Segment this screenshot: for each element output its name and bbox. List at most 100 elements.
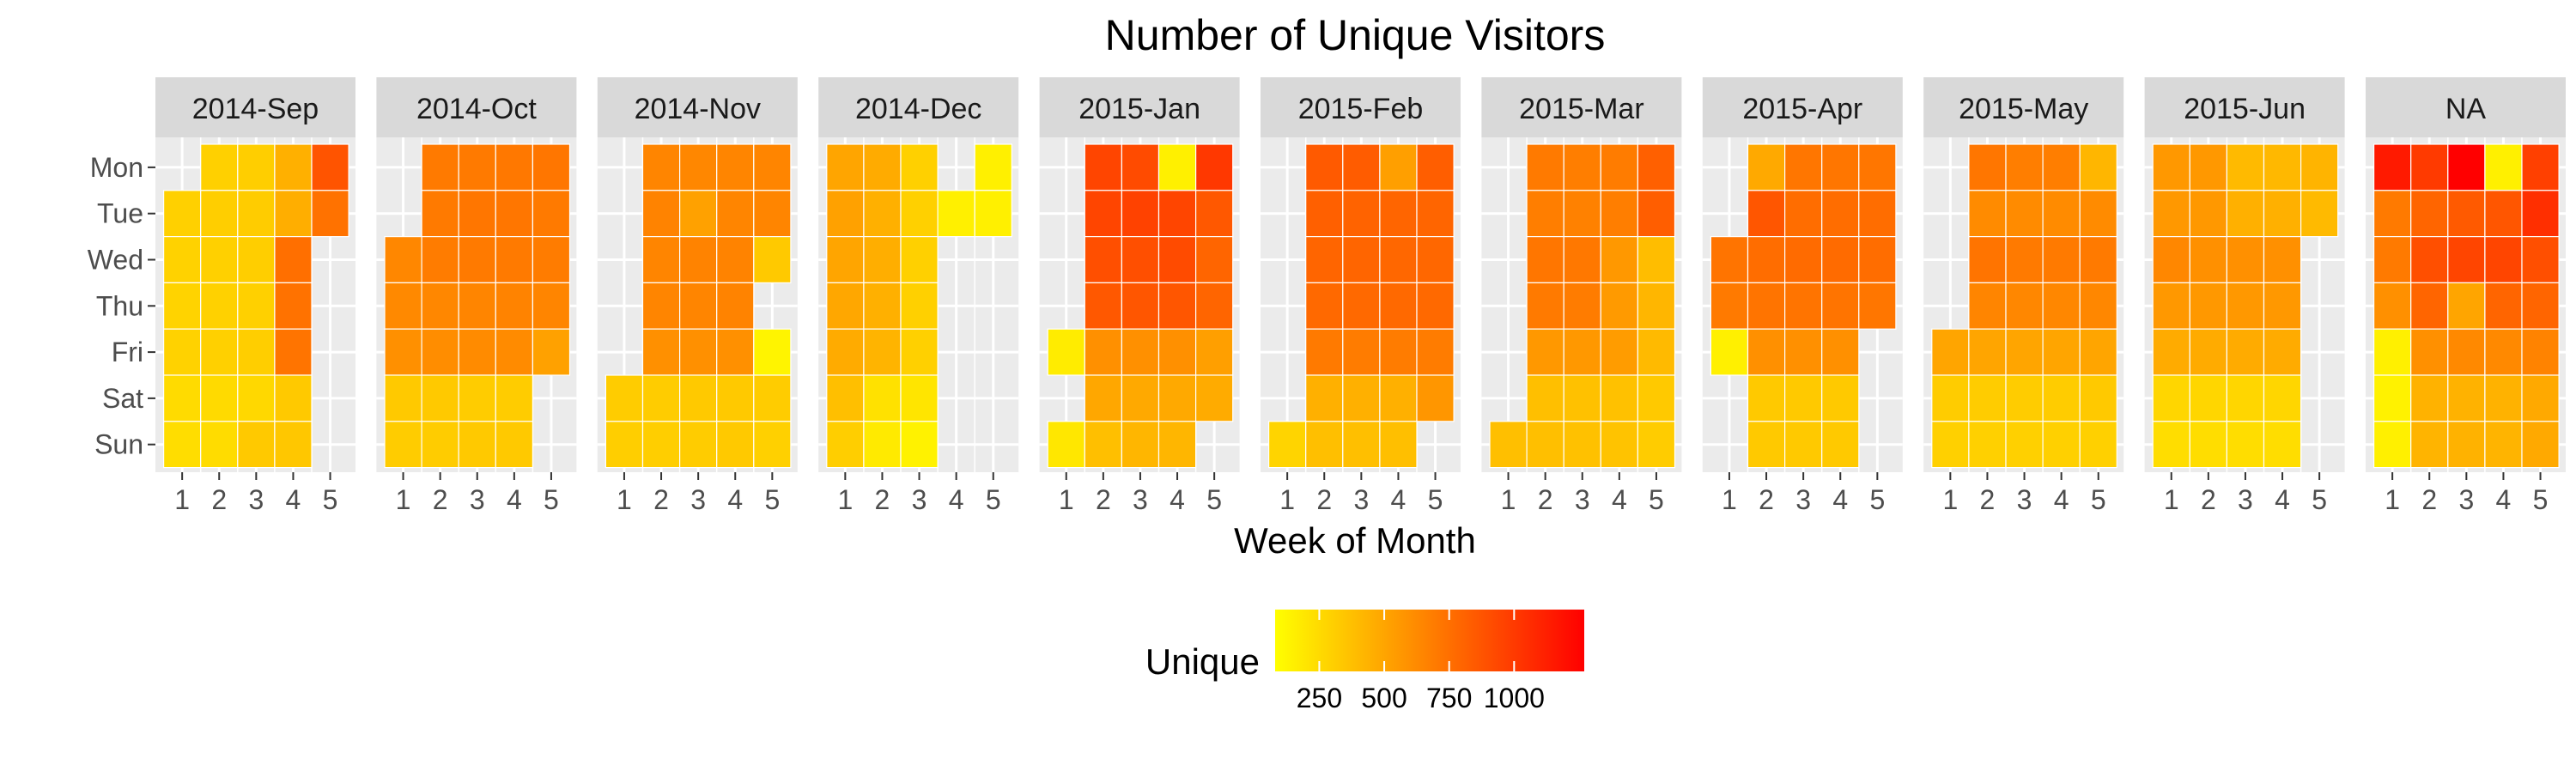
heatmap-cell [2189,374,2228,422]
x-tick-label: 3 [2017,484,2032,515]
heatmap-cell [1342,282,1381,330]
heatmap-cell [2447,374,2486,422]
x-tick-label: 3 [1795,484,1811,515]
facet-strip [1481,77,1682,137]
x-tick-label: 5 [1206,484,1222,515]
heatmap-cell [1600,328,1639,376]
x-tick-label: 5 [2312,484,2327,515]
heatmap-cell [1968,421,2007,469]
heatmap-cell [1821,374,1860,422]
y-tick-label: Wed [88,245,143,276]
heatmap-cell [678,236,718,284]
x-tick-label: 1 [2164,484,2179,515]
heatmap-cell [1784,143,1823,191]
heatmap-cell [237,143,276,191]
heatmap-cell [641,282,681,330]
x-tick-label: 4 [2496,484,2512,515]
heatmap-cell [826,236,865,284]
x-tick-label: 4 [1832,484,1848,515]
facet-label: 2014-Sep [192,93,319,125]
heatmap-cell [163,236,202,284]
heatmap-cell [1416,328,1455,376]
heatmap-cell [2410,328,2449,376]
heatmap-cell [274,374,313,422]
heatmap-cell [2484,374,2523,422]
x-tick-label: 2 [653,484,669,515]
x-tick-label: 5 [2091,484,2106,515]
heatmap-cell [1526,190,1564,238]
heatmap-cell [2263,328,2302,376]
heatmap-cell [2484,190,2523,238]
x-tick-label: 3 [2238,484,2253,515]
x-tick-label: 1 [1722,484,1737,515]
heatmap-cell [2410,143,2449,191]
heatmap-cell [753,421,792,469]
facet-panel: 2015-Jun 1 2 3 4 5 [2144,77,2345,515]
heatmap-cell [1121,143,1160,191]
heatmap-cell [716,143,755,191]
heatmap-cell [1305,282,1344,330]
heatmap-cell [421,190,459,238]
heatmap-cell [2079,328,2117,376]
facet-strip [1039,77,1240,137]
heatmap-cell [2079,421,2117,469]
heatmap-cell [2484,328,2523,376]
heatmap-cell [1784,421,1823,469]
heatmap-cell [1600,374,1639,422]
heatmap-cell [1305,421,1344,469]
y-tick-label: Tue [97,198,143,229]
heatmap-cell [2263,421,2302,469]
x-tick-label: 3 [912,484,927,515]
heatmap-cell [2226,374,2265,422]
heatmap-cell [2484,282,2523,330]
heatmap-cell [678,143,718,191]
heatmap-cell [200,236,239,284]
heatmap-cell [1563,190,1601,238]
heatmap-cell [2042,236,2081,284]
legend-tick-label: 750 [1426,683,1472,713]
heatmap-cell [2226,190,2265,238]
heatmap-cell [1637,236,1676,284]
x-tick-label: 2 [211,484,227,515]
heatmap-cell [900,190,939,238]
heatmap-cell [1563,282,1601,330]
heatmap-cell [1305,143,1344,191]
heatmap-cell [458,374,496,422]
heatmap-cell [2079,236,2117,284]
heatmap-cell [2226,328,2265,376]
x-tick-label: 4 [1612,484,1627,515]
heatmap-cell [1157,190,1197,238]
heatmap-cell [1526,143,1564,191]
heatmap-cell [863,421,902,469]
heatmap-cell [1637,328,1676,376]
heatmap-cell [1637,143,1676,191]
heatmap-cell [1968,143,2007,191]
heatmap-cell [2189,190,2228,238]
facet-label: 2015-Apr [1742,93,1862,125]
heatmap-cell [1416,236,1455,284]
heatmap-cell [1784,236,1823,284]
heatmap-cell [237,421,276,469]
heatmap-cell [2005,421,2044,469]
heatmap-cell [2079,374,2117,422]
heatmap-cell [2005,374,2044,422]
x-tick-label: 2 [1759,484,1774,515]
heatmap-cell [2042,282,2081,330]
heatmap-cell [1194,190,1234,238]
facet-label: 2014-Oct [416,93,537,125]
x-tick-label: 4 [1391,484,1406,515]
heatmap-cell [1747,282,1786,330]
x-tick-label: 1 [1059,484,1074,515]
chart-title: Number of Unique Visitors [1105,11,1606,59]
heatmap-cell [311,190,349,238]
heatmap-cell [1563,143,1601,191]
heatmap-cell [495,143,533,191]
heatmap-cell [1084,143,1123,191]
heatmap-cell [274,282,313,330]
legend: Unique 250 500 750 1000 [1145,610,1584,713]
facet-strip [155,77,355,137]
heatmap-cell [1710,236,1749,284]
heatmap-cell [421,282,459,330]
heatmap-cell [200,374,239,422]
heatmap-cell [163,282,202,330]
